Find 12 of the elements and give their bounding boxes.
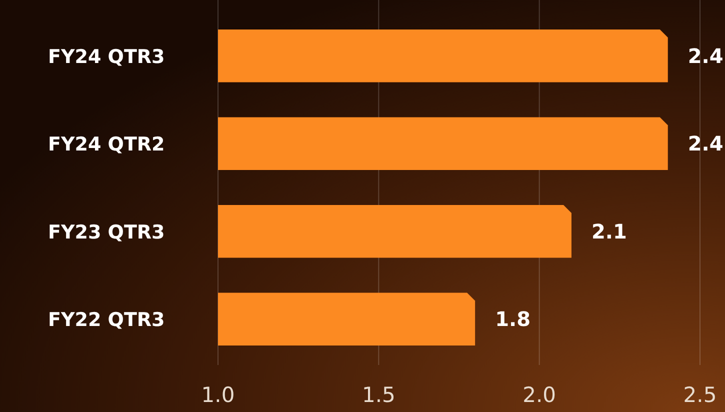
y-tick-label: FY24 QTR2 bbox=[48, 134, 165, 156]
y-tick-label: FY22 QTR3 bbox=[48, 309, 165, 332]
x-tick-label: 2.0 bbox=[522, 383, 556, 407]
x-tick-label: 2.5 bbox=[683, 383, 717, 407]
x-tick-label: 1.5 bbox=[362, 383, 396, 407]
data-label: 2.4 bbox=[688, 44, 724, 68]
data-label: 1.8 bbox=[495, 307, 531, 332]
data-label: 2.1 bbox=[591, 219, 627, 244]
y-tick-label: FY24 QTR3 bbox=[48, 46, 165, 68]
x-tick-label: 1.0 bbox=[201, 383, 235, 407]
data-label: 2.4 bbox=[688, 132, 724, 156]
y-tick-label: FY23 QTR3 bbox=[48, 221, 165, 244]
